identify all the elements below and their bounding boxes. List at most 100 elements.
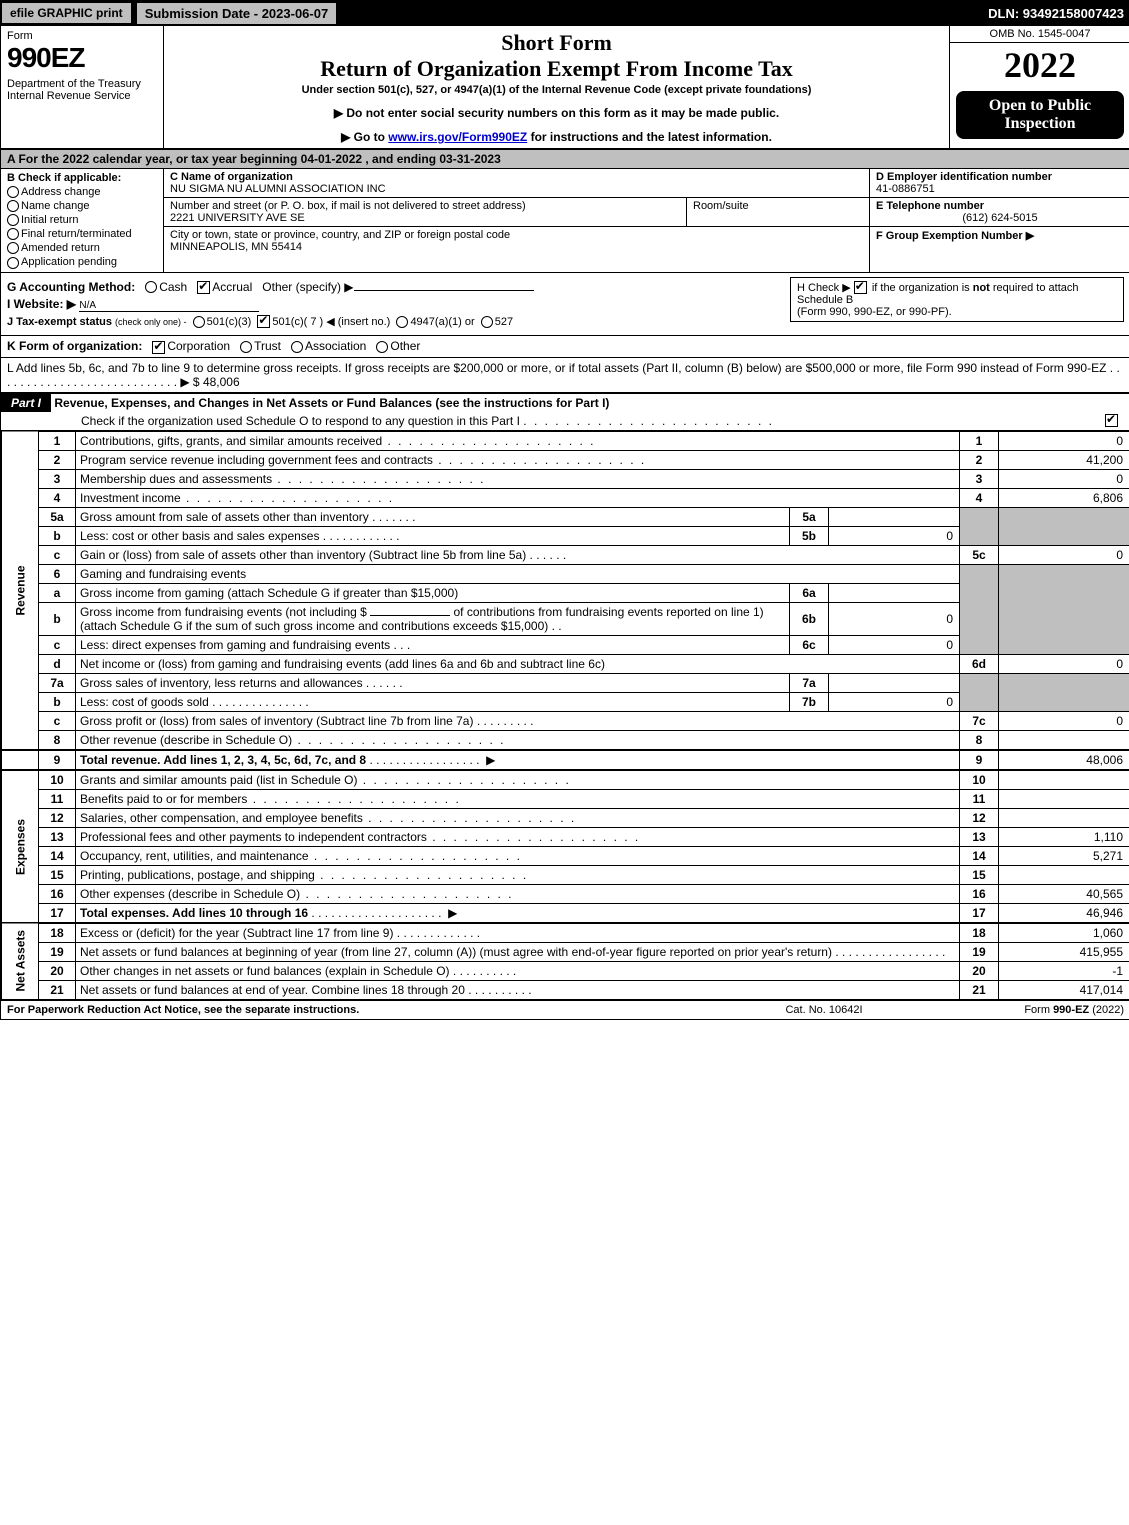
submission-date: Submission Date - 2023-06-07 xyxy=(136,2,338,25)
g-other-label: Other (specify) ▶ xyxy=(262,280,353,294)
ein-value: 41-0886751 xyxy=(876,183,1124,195)
tax-year: 2022 xyxy=(950,43,1129,87)
title-short-form: Short Form xyxy=(172,30,941,56)
line-16: 16Other expenses (describe in Schedule O… xyxy=(2,884,1129,903)
line-13: 13Professional fees and other payments t… xyxy=(2,827,1129,846)
g-cash-radio[interactable] xyxy=(145,281,157,293)
chk-final-return[interactable]: Final return/terminated xyxy=(7,228,157,240)
row-a-period: A For the 2022 calendar year, or tax yea… xyxy=(1,150,1129,169)
line-7a: 7aGross sales of inventory, less returns… xyxy=(2,673,1129,692)
line-18: Net Assets 18Excess or (deficit) for the… xyxy=(2,923,1129,943)
k-assoc-radio[interactable] xyxy=(291,341,303,353)
j-501c-checkbox[interactable] xyxy=(257,315,270,328)
line-8: 8Other revenue (describe in Schedule O)8 xyxy=(2,730,1129,750)
part-i-checkline: Check if the organization used Schedule … xyxy=(1,412,1129,430)
h-checkbox[interactable] xyxy=(854,281,867,294)
line-15: 15Printing, publications, postage, and s… xyxy=(2,865,1129,884)
line-17: 17Total expenses. Add lines 10 through 1… xyxy=(2,903,1129,923)
h-prefix: H Check ▶ xyxy=(797,282,854,294)
part-i-heading: Revenue, Expenses, and Changes in Net As… xyxy=(54,396,609,410)
k-trust: Trust xyxy=(254,339,281,353)
line-21: 21Net assets or fund balances at end of … xyxy=(2,980,1129,999)
j-501c: 501(c)( 7 ) ◀ (insert no.) xyxy=(272,316,390,328)
g-accrual-label: Accrual xyxy=(212,280,252,294)
chk-name-change[interactable]: Name change xyxy=(7,200,157,212)
col-b: B Check if applicable: Address change Na… xyxy=(1,169,164,272)
line-12: 12Salaries, other compensation, and empl… xyxy=(2,808,1129,827)
b-heading: B Check if applicable: xyxy=(7,172,157,184)
k-other: Other xyxy=(390,339,420,353)
title-main: Return of Organization Exempt From Incom… xyxy=(172,56,941,82)
j-501c3-radio[interactable] xyxy=(193,316,205,328)
part-i-checkbox[interactable] xyxy=(1105,414,1118,427)
org-name: NU SIGMA NU ALUMNI ASSOCIATION INC xyxy=(170,183,863,195)
efile-print-button[interactable]: efile GRAPHIC print xyxy=(1,2,132,24)
line-6: 6Gaming and fundraising events xyxy=(2,564,1129,583)
g-other-input[interactable] xyxy=(354,290,534,291)
revenue-side-label: Revenue xyxy=(2,431,39,750)
k-row: K Form of organization: Corporation Trus… xyxy=(1,336,1129,357)
chk-initial-return[interactable]: Initial return xyxy=(7,214,157,226)
c-label: C Name of organization xyxy=(170,171,863,183)
h-block: H Check ▶ if the organization is not req… xyxy=(790,277,1124,323)
section-ghij: H Check ▶ if the organization is not req… xyxy=(1,273,1129,337)
line-9: 9Total revenue. Add lines 1, 2, 3, 4, 5c… xyxy=(2,750,1129,770)
j-4947-radio[interactable] xyxy=(396,316,408,328)
chk-address-change[interactable]: Address change xyxy=(7,186,157,198)
line-3: 3Membership dues and assessments30 xyxy=(2,469,1129,488)
line-6d: dNet income or (loss) from gaming and fu… xyxy=(2,654,1129,673)
line-14: 14Occupancy, rent, utilities, and mainte… xyxy=(2,846,1129,865)
line-1: Revenue 1Contributions, gifts, grants, a… xyxy=(2,431,1129,450)
l-text: L Add lines 5b, 6c, and 7b to line 9 to … xyxy=(7,361,1106,375)
j-501c3: 501(c)(3) xyxy=(207,316,252,328)
j-4947: 4947(a)(1) or xyxy=(410,316,474,328)
j-sub: (check only one) - xyxy=(115,317,187,327)
d-label: D Employer identification number xyxy=(876,171,1124,183)
line-5a: 5aGross amount from sale of assets other… xyxy=(2,507,1129,526)
omb-number: OMB No. 1545-0047 xyxy=(950,26,1129,43)
line-20: 20Other changes in net assets or fund ba… xyxy=(2,961,1129,980)
line-4: 4Investment income46,806 xyxy=(2,488,1129,507)
form-990ez-page: efile GRAPHIC print Submission Date - 20… xyxy=(0,0,1129,1020)
addr-label: Number and street (or P. O. box, if mail… xyxy=(170,200,680,212)
line-19: 19Net assets or fund balances at beginni… xyxy=(2,942,1129,961)
city-state-zip: MINNEAPOLIS, MN 55414 xyxy=(170,241,863,253)
l-value: 48,006 xyxy=(203,375,240,389)
k-trust-radio[interactable] xyxy=(240,341,252,353)
col-c: C Name of organization NU SIGMA NU ALUMN… xyxy=(164,169,869,272)
h-text1: if the organization is xyxy=(872,282,973,294)
j-527-radio[interactable] xyxy=(481,316,493,328)
note-ssn: ▶ Do not enter social security numbers o… xyxy=(172,106,941,120)
dln-label: DLN: 93492158007423 xyxy=(988,6,1129,21)
subtitle: Under section 501(c), 527, or 4947(a)(1)… xyxy=(172,84,941,96)
part-i-header: Part I Revenue, Expenses, and Changes in… xyxy=(1,394,1129,431)
form-label: Form xyxy=(7,30,157,42)
website-value: N/A xyxy=(79,300,259,312)
part-i-dots: . . . . . . . . . . . . . . . . . . . . … xyxy=(523,414,774,428)
h-text3: (Form 990, 990-EZ, or 990-PF). xyxy=(797,306,952,318)
g-label: G Accounting Method: xyxy=(7,280,135,294)
note-link: ▶ Go to www.irs.gov/Form990EZ for instru… xyxy=(172,130,941,144)
line-5c: cGain or (loss) from sale of assets othe… xyxy=(2,545,1129,564)
page-footer: For Paperwork Reduction Act Notice, see … xyxy=(1,1000,1129,1019)
street-address: 2221 UNIVERSITY AVE SE xyxy=(170,212,680,224)
e-label: E Telephone number xyxy=(876,200,1124,212)
expenses-side-label: Expenses xyxy=(2,770,39,923)
chk-amended-return[interactable]: Amended return xyxy=(7,242,157,254)
k-corp-checkbox[interactable] xyxy=(152,341,165,354)
irs-link[interactable]: www.irs.gov/Form990EZ xyxy=(388,130,527,144)
l-row: L Add lines 5b, 6c, and 7b to line 9 to … xyxy=(1,358,1129,394)
city-label: City or town, state or province, country… xyxy=(170,229,863,241)
chk-application-pending[interactable]: Application pending xyxy=(7,256,157,268)
room-suite-label: Room/suite xyxy=(687,198,869,226)
phone-value: (612) 624-5015 xyxy=(876,212,1124,224)
i-label: I Website: ▶ xyxy=(7,297,76,311)
j-527: 527 xyxy=(495,316,513,328)
f-label: F Group Exemption Number ▶ xyxy=(876,229,1124,242)
g-accrual-checkbox[interactable] xyxy=(197,281,210,294)
h-not: not xyxy=(973,282,990,294)
j-label: J Tax-exempt status xyxy=(7,316,112,328)
note-prefix: ▶ Go to xyxy=(341,130,388,144)
k-assoc: Association xyxy=(305,339,366,353)
k-other-radio[interactable] xyxy=(376,341,388,353)
